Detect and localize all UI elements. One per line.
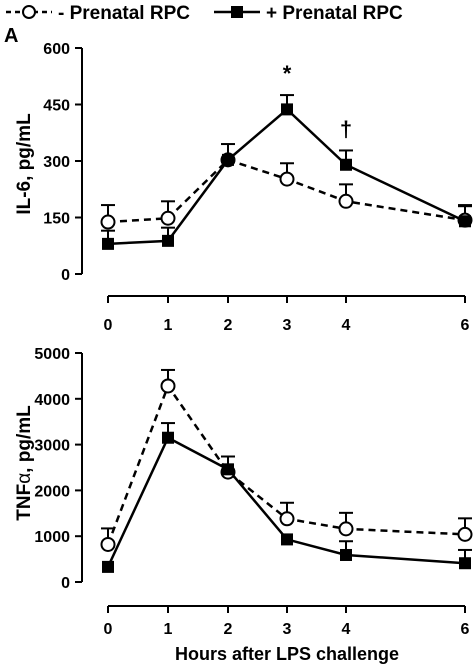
il6-significance-marker: * — [283, 61, 292, 86]
tnf-y-tick-label: 0 — [61, 575, 70, 592]
il6-plus-rpc-point — [102, 237, 114, 250]
tnf-x-axis-title: Hours after LPS challenge — [175, 644, 399, 664]
tnf-minus-rpc-point — [100, 536, 116, 552]
legend-minus-marker-icon — [22, 5, 36, 19]
il6-x-tick-label: 4 — [342, 317, 351, 334]
il6-x-tick-label: 6 — [461, 317, 470, 334]
tnf-y-tick-label: 3000 — [34, 438, 70, 455]
il6-minus-rpc-point — [100, 214, 116, 230]
il6-plus-rpc-point — [222, 153, 234, 166]
il6-x-tick-label: 2 — [224, 317, 233, 334]
tnf-plus-rpc-point — [281, 533, 293, 546]
il6-y-axis-title: IL-6, pg/mL — [14, 113, 35, 215]
il6-y-tick-label: 300 — [43, 154, 70, 171]
il6-x-tick-label: 1 — [164, 317, 173, 334]
tnf-plus-rpc-point — [459, 557, 471, 570]
tnf-plus-rpc-point — [162, 431, 174, 444]
tnf-y-tick-label: 2000 — [34, 483, 70, 500]
il6-minus-rpc-point — [338, 193, 354, 209]
tnf-plus-rpc-line — [106, 436, 466, 568]
il6-y-tick-label: 450 — [43, 98, 70, 115]
tnf-axes — [75, 352, 466, 613]
tnf-x-tick-label: 1 — [164, 621, 173, 638]
tnf-series — [100, 368, 473, 573]
il6-y-tick-label: 150 — [43, 211, 70, 228]
il6-tick-labels: 0 150 300 450 600 0 1 2 3 4 6 — [43, 41, 469, 334]
tnf-minus-rpc-point — [457, 526, 473, 542]
il6-x-tick-label: 0 — [104, 317, 113, 334]
il6-x-tick-label: 3 — [283, 317, 292, 334]
il6-significance-marker: † — [340, 116, 352, 141]
tnf-y-axis-title-rest: , pg/mL — [14, 405, 35, 473]
tnf-x-tick-label: 3 — [283, 621, 292, 638]
legend-minus-label: - Prenatal RPC — [58, 3, 190, 24]
il6-y-tick-label: 0 — [61, 267, 70, 284]
tnf-y-axis-title-sub: α — [14, 473, 35, 484]
tnf-x-tick-label: 0 — [104, 621, 113, 638]
tnf-y-tick-label: 4000 — [34, 392, 70, 409]
tnf-x-tick-label: 4 — [342, 621, 351, 638]
il6-plus-rpc-point — [162, 234, 174, 247]
legend: - Prenatal RPC + Prenatal RPC — [6, 3, 403, 24]
il6-annotations: *† — [283, 61, 352, 141]
tnf-minus-rpc-point — [338, 521, 354, 537]
panel-label-a: A — [4, 25, 18, 47]
tnf-y-axis-title: TNFα, pg/mL — [14, 405, 35, 521]
tnf-plus-rpc-point — [102, 560, 114, 573]
il6-y-tick-label: 600 — [43, 41, 70, 58]
tnf-y-tick-label: 1000 — [34, 529, 70, 546]
il6-series — [100, 94, 473, 250]
legend-plus-label: + Prenatal RPC — [266, 3, 403, 24]
tnf-plus-rpc-point — [222, 463, 234, 476]
il6-minus-rpc-point — [279, 171, 295, 187]
il6-plus-rpc-line — [107, 107, 466, 246]
tnf-plus-rpc-point — [340, 548, 352, 561]
il6-plus-rpc-point — [281, 103, 293, 116]
il6-plus-rpc-point — [340, 158, 352, 171]
il6-minus-rpc-point — [160, 210, 176, 226]
tnf-minus-rpc-point — [160, 378, 176, 394]
tnf-minus-rpc-point — [279, 511, 295, 527]
il6-axes — [75, 47, 466, 303]
tnf-y-axis-title-main: TNF — [14, 484, 35, 521]
tnf-x-tick-label: 6 — [461, 621, 470, 638]
tnf-tick-labels: 0 1000 2000 3000 4000 5000 0 1 2 3 4 6 — [34, 346, 469, 638]
legend-plus-marker-icon — [231, 6, 243, 18]
tnf-y-tick-label: 5000 — [34, 346, 70, 363]
il6-minus-rpc-line — [107, 158, 466, 224]
tnf-minus-rpc-line — [106, 383, 466, 545]
tnf-x-tick-label: 2 — [224, 621, 233, 638]
il6-plus-rpc-point — [459, 215, 471, 228]
